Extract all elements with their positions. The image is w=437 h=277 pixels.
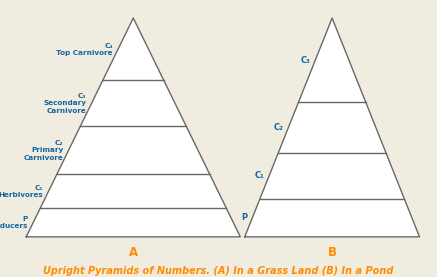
Text: A: A	[129, 246, 138, 258]
Polygon shape	[26, 18, 240, 237]
Text: C₂
Primary
Carnivore: C₂ Primary Carnivore	[24, 140, 63, 161]
Text: Upright Pyramids of Numbers. (A) In a Grass Land (B) In a Pond: Upright Pyramids of Numbers. (A) In a Gr…	[43, 266, 394, 276]
Text: C₁: C₁	[254, 171, 264, 180]
Text: C₄
Top Carnivore: C₄ Top Carnivore	[56, 43, 113, 56]
Text: C₃
Secondary
Carnivore: C₃ Secondary Carnivore	[43, 93, 86, 114]
Text: P
Producers: P Producers	[0, 216, 28, 229]
Text: P: P	[241, 213, 247, 222]
Text: B: B	[328, 246, 336, 258]
Text: C₂: C₂	[273, 123, 283, 132]
Text: C₃: C₃	[300, 56, 310, 65]
Polygon shape	[245, 18, 420, 237]
Text: C₁
Herbivores: C₁ Herbivores	[0, 185, 43, 198]
